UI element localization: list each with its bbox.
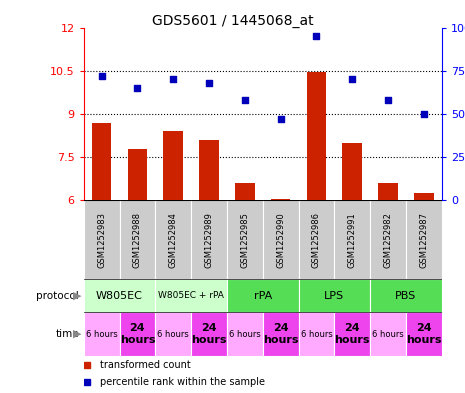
Point xyxy=(133,85,141,91)
Bar xyxy=(299,312,334,356)
Bar xyxy=(334,200,370,279)
Bar xyxy=(155,200,191,279)
Bar xyxy=(378,183,398,200)
Bar xyxy=(370,279,442,312)
Bar xyxy=(127,149,147,200)
Text: transformed count: transformed count xyxy=(100,360,191,370)
Bar xyxy=(155,312,191,356)
Bar xyxy=(191,200,227,279)
Text: 24
hours: 24 hours xyxy=(406,323,442,345)
Text: protocol: protocol xyxy=(36,291,79,301)
Bar xyxy=(299,200,334,279)
Bar xyxy=(155,279,227,312)
Text: 6 hours: 6 hours xyxy=(372,330,404,338)
Point xyxy=(169,76,177,83)
Text: rPA: rPA xyxy=(253,291,272,301)
Point xyxy=(312,33,320,39)
Bar xyxy=(263,312,299,356)
Bar xyxy=(84,312,120,356)
Bar xyxy=(263,200,299,279)
Text: GSM1252990: GSM1252990 xyxy=(276,212,285,268)
Bar xyxy=(370,200,406,279)
Text: W805EC: W805EC xyxy=(96,291,143,301)
Text: 6 hours: 6 hours xyxy=(86,330,118,338)
Text: PBS: PBS xyxy=(395,291,417,301)
Point xyxy=(348,76,356,83)
Bar xyxy=(414,193,434,200)
Text: 6 hours: 6 hours xyxy=(229,330,261,338)
Bar xyxy=(227,312,263,356)
Text: 6 hours: 6 hours xyxy=(300,330,332,338)
Text: 24
hours: 24 hours xyxy=(334,323,370,345)
Bar xyxy=(299,279,370,312)
Text: GSM1252984: GSM1252984 xyxy=(169,212,178,268)
Text: GSM1252991: GSM1252991 xyxy=(348,212,357,268)
Text: time: time xyxy=(55,329,79,339)
Text: ▶: ▶ xyxy=(73,291,81,301)
Point xyxy=(384,97,392,103)
Text: GSM1252988: GSM1252988 xyxy=(133,212,142,268)
Point xyxy=(420,111,427,117)
Bar xyxy=(406,200,442,279)
Text: ▶: ▶ xyxy=(73,329,81,339)
Bar xyxy=(406,312,442,356)
Bar xyxy=(120,312,155,356)
Bar xyxy=(342,143,362,200)
Bar xyxy=(227,200,263,279)
Text: GSM1252989: GSM1252989 xyxy=(205,212,213,268)
Bar xyxy=(120,200,155,279)
Text: GSM1252985: GSM1252985 xyxy=(240,212,249,268)
Text: GSM1252983: GSM1252983 xyxy=(97,212,106,268)
Bar xyxy=(271,199,291,200)
Bar xyxy=(163,131,183,200)
Bar xyxy=(84,279,155,312)
Text: GSM1252987: GSM1252987 xyxy=(419,212,428,268)
Text: GSM1252986: GSM1252986 xyxy=(312,212,321,268)
Point xyxy=(205,80,213,86)
Text: 6 hours: 6 hours xyxy=(157,330,189,338)
Bar xyxy=(235,183,255,200)
Point xyxy=(98,73,105,79)
Text: 24
hours: 24 hours xyxy=(263,323,299,345)
Bar xyxy=(306,72,326,200)
Text: percentile rank within the sample: percentile rank within the sample xyxy=(100,377,265,387)
Text: 24
hours: 24 hours xyxy=(120,323,155,345)
Bar xyxy=(84,200,120,279)
Bar xyxy=(191,312,227,356)
Text: W805EC + rPA: W805EC + rPA xyxy=(158,291,224,300)
Point xyxy=(241,97,248,103)
Point xyxy=(277,116,284,122)
Bar xyxy=(92,123,112,200)
Bar xyxy=(370,312,406,356)
Text: GSM1252982: GSM1252982 xyxy=(384,212,392,268)
Text: GDS5601 / 1445068_at: GDS5601 / 1445068_at xyxy=(152,14,313,28)
Bar xyxy=(334,312,370,356)
Text: 24
hours: 24 hours xyxy=(191,323,227,345)
Bar xyxy=(199,140,219,200)
Text: LPS: LPS xyxy=(324,291,345,301)
Bar xyxy=(227,279,299,312)
